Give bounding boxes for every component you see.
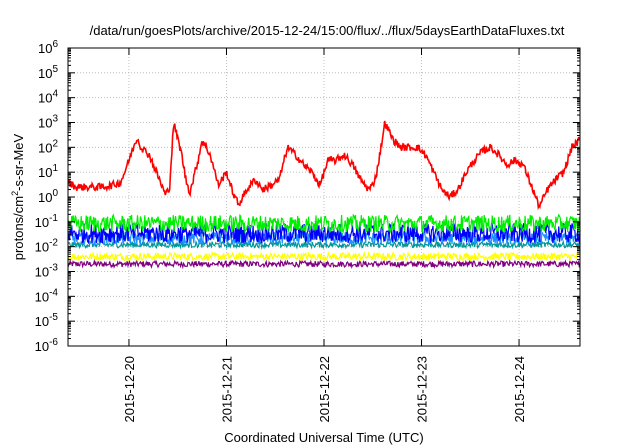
y-tick-label-base: 10 [35, 289, 49, 304]
y-tick-label: 106 [38, 39, 58, 56]
y-axis: 10-610-510-410-310-210-11001011021031041… [35, 39, 580, 354]
y-tick-label: 10-4 [35, 287, 59, 304]
y-axis-label-rest: -s-sr-MeV [11, 133, 26, 190]
y-tick-label-exponent: -3 [49, 263, 58, 274]
y-tick-label-exponent: -1 [49, 213, 58, 224]
y-tick-label-exponent: 0 [52, 188, 58, 199]
x-axis: 2015-12-20 2015-12-21 2015-12-22 2015-12-23… [122, 48, 527, 423]
y-tick-label: 10-3 [35, 263, 59, 280]
y-tick-label-base: 10 [38, 41, 52, 56]
series-line [67, 239, 581, 251]
chart-title: /data/run/goesPlots/archive/2015-12-24/1… [90, 23, 565, 38]
y-tick-label-base: 10 [38, 66, 52, 81]
y-tick-label-exponent: 1 [52, 163, 58, 174]
y-tick-label: 10-6 [35, 337, 59, 354]
y-tick-label-base: 10 [38, 190, 52, 205]
y-axis-label: protons/cm2-s-sr-MeV [10, 133, 26, 260]
series-layer [67, 120, 581, 270]
y-tick-label-base: 10 [38, 165, 52, 180]
y-tick-label-base: 10 [38, 116, 52, 131]
y-tick-label-base: 10 [35, 265, 49, 280]
series-line [67, 258, 581, 270]
series-line [67, 120, 581, 211]
y-tick-label: 10-2 [35, 238, 59, 255]
y-tick-label-base: 10 [38, 91, 52, 106]
x-tick-label: 2015-12-20 [122, 356, 137, 423]
y-tick-label: 103 [38, 114, 58, 131]
x-axis-label: Coordinated Universal Time (UTC) [224, 430, 423, 445]
x-tick-label: 2015-12-22 [317, 356, 332, 423]
x-tick-label: 2015-12-23 [415, 356, 430, 423]
y-tick-label-base: 10 [35, 240, 49, 255]
series-line [67, 213, 581, 235]
y-axis-label-main: protons/cm [11, 196, 26, 260]
y-tick-label: 101 [38, 163, 58, 180]
series-line [67, 229, 581, 247]
x-tick-label: 2015-12-21 [219, 356, 234, 423]
y-tick-label-exponent: -2 [49, 238, 58, 249]
y-tick-label-base: 10 [38, 140, 52, 155]
y-tick-label: 10-5 [35, 312, 59, 329]
y-tick-label: 100 [38, 188, 58, 205]
y-tick-label-exponent: 4 [52, 89, 58, 100]
x-tick-label: 2015-12-24 [512, 356, 527, 423]
y-axis-label-sup: 2 [10, 191, 20, 196]
y-tick-label-exponent: 3 [52, 114, 58, 125]
y-tick-label: 102 [38, 138, 58, 155]
y-tick-label-exponent: 6 [52, 39, 58, 50]
series-line [67, 250, 581, 263]
series-line [67, 222, 581, 245]
grid-lines [68, 48, 580, 346]
y-tick-label: 10-1 [35, 213, 59, 230]
y-tick-label-base: 10 [35, 339, 49, 354]
y-tick-label: 105 [38, 64, 58, 81]
y-tick-label-exponent: -6 [49, 337, 58, 348]
y-tick-label-exponent: 2 [52, 138, 58, 149]
y-tick-label-exponent: -4 [49, 287, 58, 298]
y-tick-label-base: 10 [35, 215, 49, 230]
y-tick-label-base: 10 [35, 314, 49, 329]
y-tick-label: 104 [38, 89, 58, 106]
y-tick-label-exponent: 5 [52, 64, 58, 75]
y-tick-label-exponent: -5 [49, 312, 58, 323]
